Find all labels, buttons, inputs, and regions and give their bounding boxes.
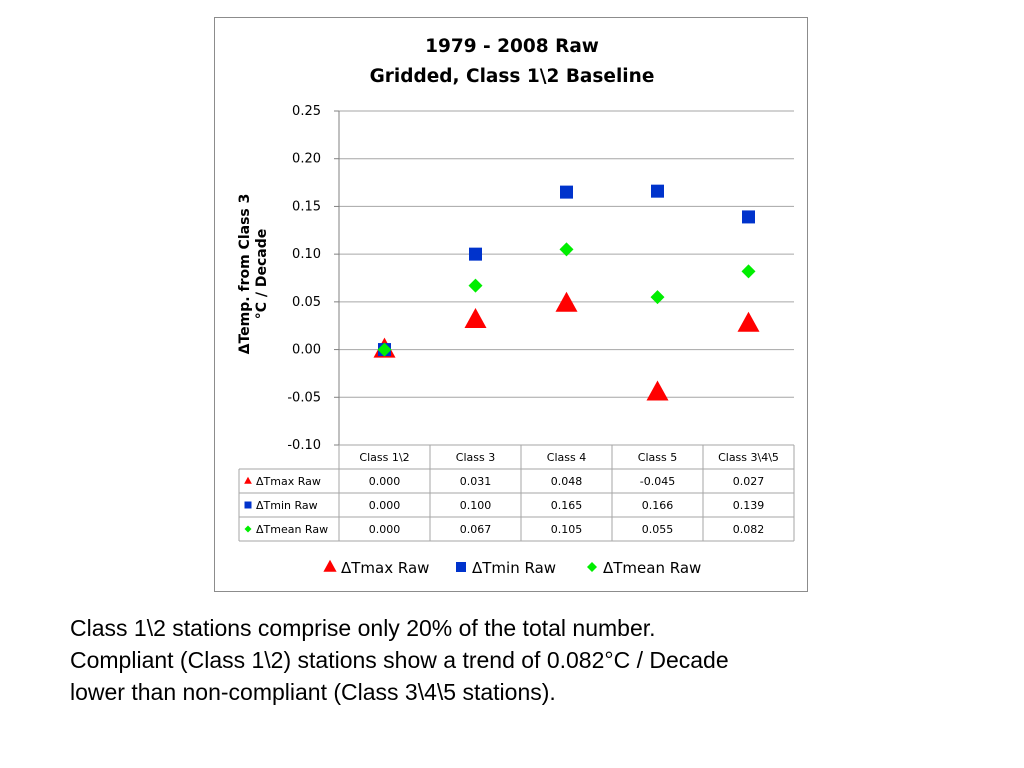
y-axis-label-line-2: °C / Decade xyxy=(254,229,270,320)
y-tick-labels: 0.25 0.20 0.15 0.10 0.05 0.00 -0.05 -0.10 xyxy=(287,104,321,453)
category-label: Class 1\2 xyxy=(359,451,409,464)
data-point xyxy=(469,247,482,261)
data-label: 0.055 xyxy=(642,523,674,536)
legend-label: ΔTmean Raw xyxy=(603,559,701,577)
data-point xyxy=(560,185,573,199)
category-label: Class 3 xyxy=(456,451,495,464)
data-point xyxy=(468,278,483,293)
table-series-name: ΔTmax Raw xyxy=(256,475,321,488)
legend-marker xyxy=(456,562,466,572)
y-axis-label-line-1: ΔTemp. from Class 3 xyxy=(237,194,253,355)
legend-label: ΔTmax Raw xyxy=(341,559,429,577)
data-label: 0.067 xyxy=(460,523,492,536)
chart-svg: 1979 - 2008 Raw Gridded, Class 1\2 Basel… xyxy=(237,36,795,577)
data-label: 0.031 xyxy=(460,475,492,488)
data-label: 0.165 xyxy=(551,499,583,512)
y-tick-label: 0.25 xyxy=(292,104,321,119)
y-tick-label: 0.00 xyxy=(292,343,321,358)
y-tick-label: 0.20 xyxy=(292,152,321,167)
data-label: 0.139 xyxy=(733,499,765,512)
data-points xyxy=(373,184,760,401)
data-label: 0.105 xyxy=(551,523,583,536)
chart-title-line-1: 1979 - 2008 Raw xyxy=(425,36,599,57)
chart-title-line-2: Gridded, Class 1\2 Baseline xyxy=(370,66,655,87)
data-label: 0.000 xyxy=(369,499,401,512)
legend-label: ΔTmin Raw xyxy=(472,559,556,577)
data-label: 0.000 xyxy=(369,475,401,488)
data-point xyxy=(555,291,578,312)
table-series-name: ΔTmin Raw xyxy=(256,499,318,512)
y-tick-label: -0.05 xyxy=(287,390,321,405)
data-label: 0.027 xyxy=(733,475,765,488)
data-point xyxy=(737,311,760,332)
caption-line-2: Compliant (Class 1\2) stations show a tr… xyxy=(70,647,729,673)
category-label: Class 5 xyxy=(638,451,677,464)
data-point xyxy=(741,264,756,279)
data-label: 0.000 xyxy=(369,523,401,536)
table-series-name: ΔTmean Raw xyxy=(256,523,328,536)
data-label: 0.100 xyxy=(460,499,492,512)
y-axis-label: ΔTemp. from Class 3 °C / Decade xyxy=(237,194,270,355)
data-label: 0.048 xyxy=(551,475,583,488)
caption-line-1: Class 1\2 stations comprise only 20% of … xyxy=(70,615,656,641)
data-point xyxy=(646,380,669,401)
data-label: 0.166 xyxy=(642,499,674,512)
data-label: -0.045 xyxy=(640,475,675,488)
legend: ΔTmax Raw ΔTmin Raw ΔTmean Raw xyxy=(323,559,701,577)
data-point xyxy=(559,242,574,257)
chart-frame: 1979 - 2008 Raw Gridded, Class 1\2 Basel… xyxy=(214,17,808,592)
y-tick-label: -0.10 xyxy=(287,438,321,453)
table-legend-marker xyxy=(244,501,252,509)
y-tick-label: 0.05 xyxy=(292,295,321,310)
gridlines xyxy=(334,110,794,446)
data-point xyxy=(650,290,665,305)
data-point xyxy=(651,184,664,198)
chart-title: 1979 - 2008 Raw Gridded, Class 1\2 Basel… xyxy=(370,36,655,87)
data-point xyxy=(742,210,755,224)
caption-line-3: lower than non-compliant (Class 3\4\5 st… xyxy=(70,679,556,705)
caption: Class 1\2 stations comprise only 20% of … xyxy=(70,612,970,708)
data-point xyxy=(464,307,487,328)
y-tick-label: 0.10 xyxy=(292,247,321,262)
category-label: Class 3\4\5 xyxy=(718,451,779,464)
legend-marker xyxy=(323,559,337,572)
data-label: 0.082 xyxy=(733,523,765,536)
y-tick-label: 0.15 xyxy=(292,199,321,214)
table-legend-marker xyxy=(244,476,252,484)
legend-marker xyxy=(587,562,597,572)
table-legend-marker xyxy=(244,525,252,533)
data-point xyxy=(377,342,392,357)
data-table: Class 1\2 Class 3 Class 4 Class 5 Class 3\4\… xyxy=(238,444,795,542)
category-label: Class 4 xyxy=(547,451,586,464)
